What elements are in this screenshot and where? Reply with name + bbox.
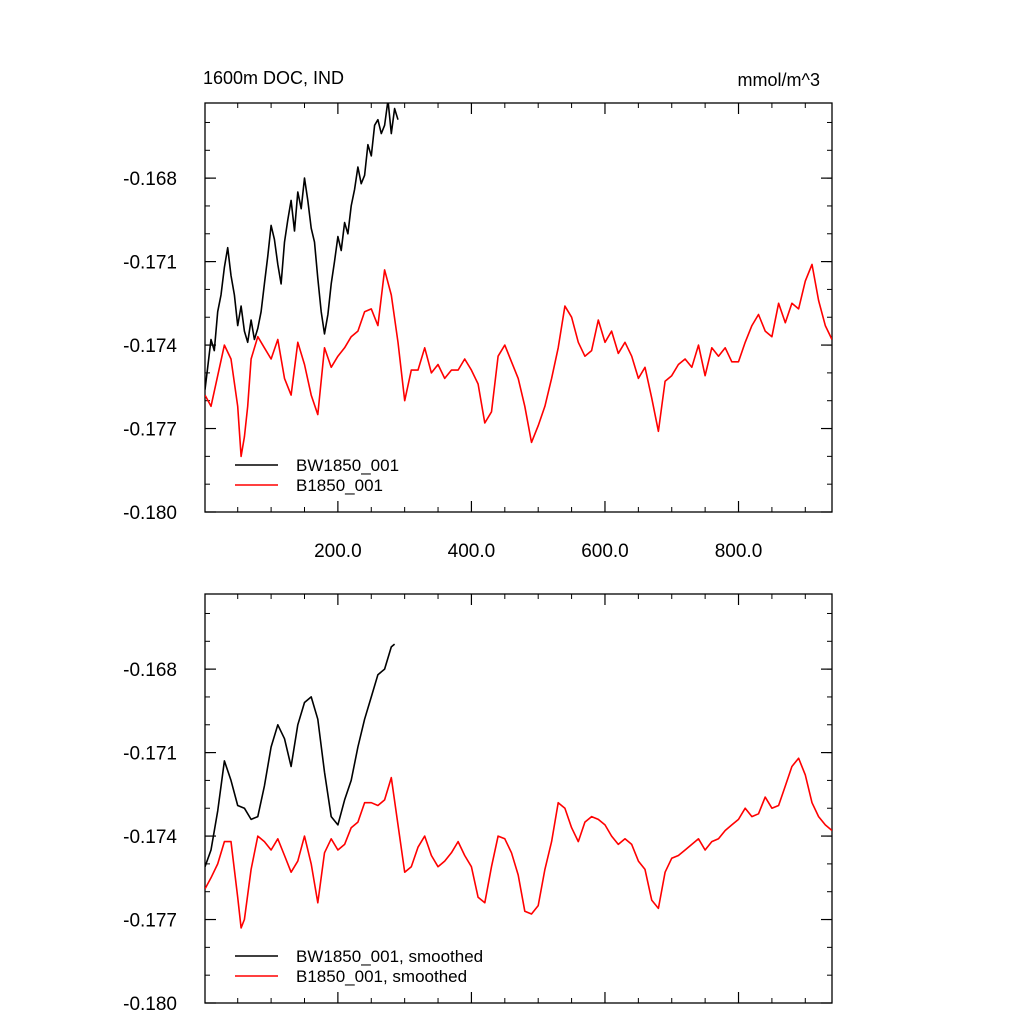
legend-label: BW1850_001, smoothed [296, 947, 483, 966]
x-tick-label: 600.0 [581, 541, 629, 562]
chart-title: 1600m DOC, IND [203, 68, 344, 88]
y-tick-label: -0.174 [123, 827, 177, 848]
y-tick-label: -0.174 [123, 336, 177, 357]
series-line-0 [205, 643, 396, 867]
y-tick-label: -0.171 [123, 744, 177, 765]
legend-label: BW1850_001 [296, 456, 399, 475]
y-tick-label: -0.168 [123, 169, 177, 190]
legend-label: B1850_001, smoothed [296, 967, 467, 986]
y-tick-label: -0.177 [123, 911, 177, 932]
legend-label: B1850_001 [296, 476, 383, 495]
y-tick-label: -0.180 [123, 503, 177, 524]
y-tick-label: -0.177 [123, 420, 177, 441]
plot-frame [204, 593, 833, 1004]
series-line-1 [205, 757, 832, 929]
units-label: mmol/m^3 [738, 70, 820, 90]
x-tick-label: 200.0 [314, 541, 362, 562]
top-chart-panel: -0.168 -0.171 -0.174 -0.177 -0.180 200.0 400.0… [123, 68, 833, 562]
bottom-chart-panel: -0.168 -0.171 -0.174 -0.177 -0.180 BW1850_001… [123, 593, 833, 1015]
plot-frame [204, 102, 833, 513]
x-tick-label: 400.0 [448, 541, 496, 562]
y-tick-label: -0.168 [123, 660, 177, 681]
series-line-1 [205, 263, 832, 458]
series-line-0 [205, 103, 399, 390]
y-tick-label: -0.180 [123, 994, 177, 1015]
x-tick-label: 800.0 [715, 541, 763, 562]
y-tick-label: -0.171 [123, 253, 177, 274]
